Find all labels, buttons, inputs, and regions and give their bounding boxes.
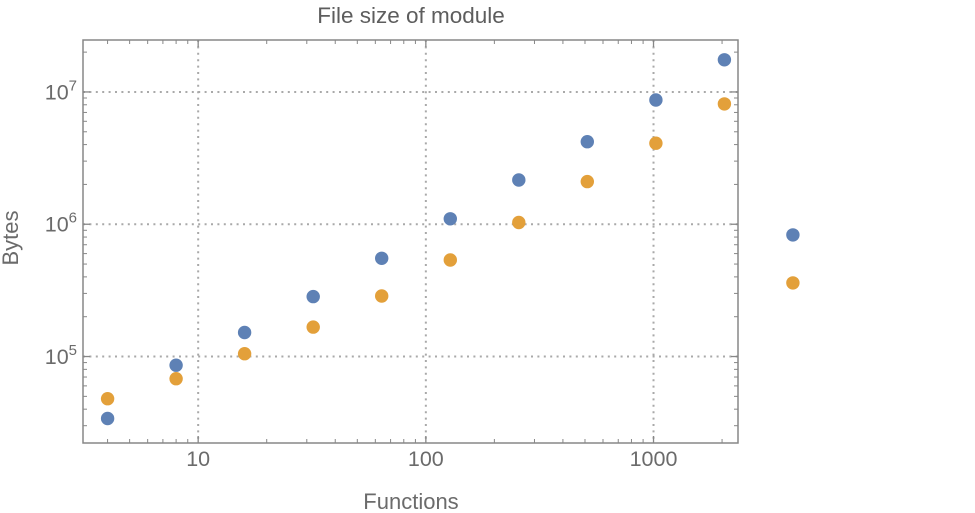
data-point-blue-series-x128 xyxy=(443,212,457,226)
x-tick-label-100: 100 xyxy=(408,447,444,471)
data-point-blue-series-x16 xyxy=(237,325,252,340)
x-tick-label-10: 10 xyxy=(186,447,210,471)
ticks-layer xyxy=(83,40,738,443)
data-point-orange-series-x2048 xyxy=(717,97,732,111)
plot-frame-layer xyxy=(82,39,739,444)
data-point-blue-series-x8 xyxy=(169,358,183,372)
y-tick-label-10e7: 107 xyxy=(45,77,77,104)
data-point-blue-series-x32 xyxy=(306,289,320,304)
data-point-orange-series-x64 xyxy=(375,289,389,303)
x-axis-label: Functions xyxy=(363,489,458,513)
tick-labels-layer: 10 100 1000 105 106 107 xyxy=(45,77,678,471)
gridlines-layer xyxy=(83,40,738,443)
data-point-orange-series-x512 xyxy=(580,174,594,189)
data-point-orange-series-x8 xyxy=(169,372,183,386)
data-point-blue-series-x2048 xyxy=(717,53,732,67)
data-point-orange-series-x1024 xyxy=(649,136,663,150)
data-point-orange-series-x128 xyxy=(443,253,457,267)
data-point-orange-series-x32 xyxy=(306,320,320,334)
data-point-orange-series-x16 xyxy=(237,347,252,361)
y-tick-label-10e6: 106 xyxy=(45,210,77,237)
data-point-blue-series-x4096 xyxy=(786,228,800,242)
data-point-blue-series-x256 xyxy=(512,173,526,187)
data-point-orange-series-x4096 xyxy=(786,276,800,290)
data-point-blue-series-x1024 xyxy=(649,93,663,107)
data-point-blue-series-x64 xyxy=(375,251,389,265)
y-tick-label-10e5: 105 xyxy=(45,342,77,369)
data-point-orange-series-x256 xyxy=(512,215,526,230)
data-point-blue-series-x4 xyxy=(100,411,115,426)
x-tick-label-1000: 1000 xyxy=(630,447,678,471)
y-axis-label: Bytes xyxy=(0,210,23,265)
plot-frame xyxy=(82,39,739,444)
data-point-blue-series-x512 xyxy=(580,135,594,149)
data-point-orange-series-x4 xyxy=(100,392,115,406)
chart-title: File size of module xyxy=(317,3,505,28)
data-points-layer xyxy=(100,53,800,426)
